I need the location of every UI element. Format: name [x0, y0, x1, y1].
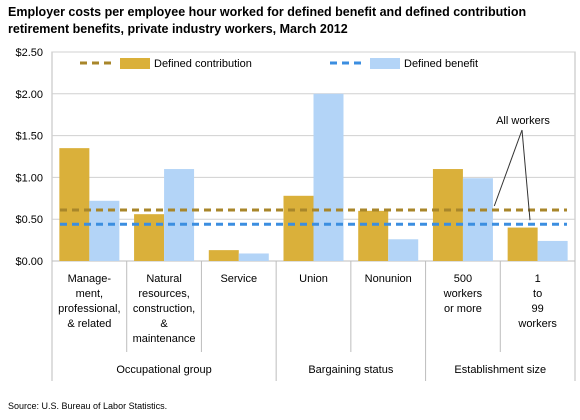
- y-tick-label: $2.00: [15, 89, 43, 101]
- y-tick-label: $1.00: [15, 172, 43, 184]
- bar-defined-benefit: [388, 239, 419, 261]
- legend-label: Defined benefit: [404, 58, 478, 70]
- x-tick-label: &: [160, 318, 168, 330]
- x-tick-label: 1: [535, 273, 541, 285]
- bar-defined-benefit: [462, 178, 493, 261]
- x-tick-label: 500: [454, 273, 472, 285]
- bar-defined-contribution: [432, 169, 463, 261]
- x-tick-label: Service: [220, 273, 257, 285]
- x-tick-label: & related: [67, 318, 111, 330]
- x-group-label: Bargaining status: [308, 364, 393, 376]
- x-group-label: Occupational group: [116, 364, 211, 376]
- x-tick-label: ment,: [76, 288, 104, 300]
- bar-defined-benefit: [313, 93, 344, 261]
- x-tick-label: or more: [444, 303, 482, 315]
- x-tick-label: Manage-: [68, 273, 112, 285]
- bar-defined-contribution: [507, 227, 538, 261]
- y-tick-label: $1.50: [15, 131, 43, 143]
- x-tick-label: maintenance: [133, 333, 196, 345]
- x-tick-label: construction,: [133, 303, 195, 315]
- annotation-pointer: [521, 129, 531, 221]
- x-tick-label: Union: [299, 273, 328, 285]
- bar-defined-contribution: [59, 148, 90, 261]
- x-tick-label: to: [533, 288, 542, 300]
- x-tick-label: professional,: [58, 303, 120, 315]
- bar-defined-contribution: [208, 250, 239, 261]
- y-tick-label: $0.50: [15, 214, 43, 226]
- chart-title: Employer costs per employee hour worked …: [8, 5, 527, 36]
- bar-defined-contribution: [134, 214, 165, 261]
- bar-defined-contribution: [283, 195, 314, 261]
- x-tick-label: resources,: [138, 288, 189, 300]
- bar-defined-contribution: [358, 210, 389, 261]
- annotation-all-workers: All workers: [496, 115, 550, 127]
- annotation-pointer: [493, 129, 523, 207]
- x-tick-label: Nonunion: [365, 273, 412, 285]
- y-tick-label: $0.00: [15, 256, 43, 268]
- x-tick-label: workers: [517, 318, 557, 330]
- source-note: Source: U.S. Bureau of Labor Statistics.: [8, 401, 168, 411]
- x-group-label: Establishment size: [454, 364, 546, 376]
- y-tick-label: $2.50: [15, 47, 43, 59]
- bar-defined-benefit: [238, 253, 269, 261]
- legend-label: Defined contribution: [154, 58, 252, 70]
- x-tick-label: Natural: [146, 273, 181, 285]
- x-tick-label: workers: [443, 288, 483, 300]
- legend-swatch: [370, 58, 400, 69]
- bar-defined-benefit: [164, 169, 195, 261]
- bar-defined-benefit: [537, 240, 568, 261]
- x-tick-label: 99: [532, 303, 544, 315]
- legend-swatch: [120, 58, 150, 69]
